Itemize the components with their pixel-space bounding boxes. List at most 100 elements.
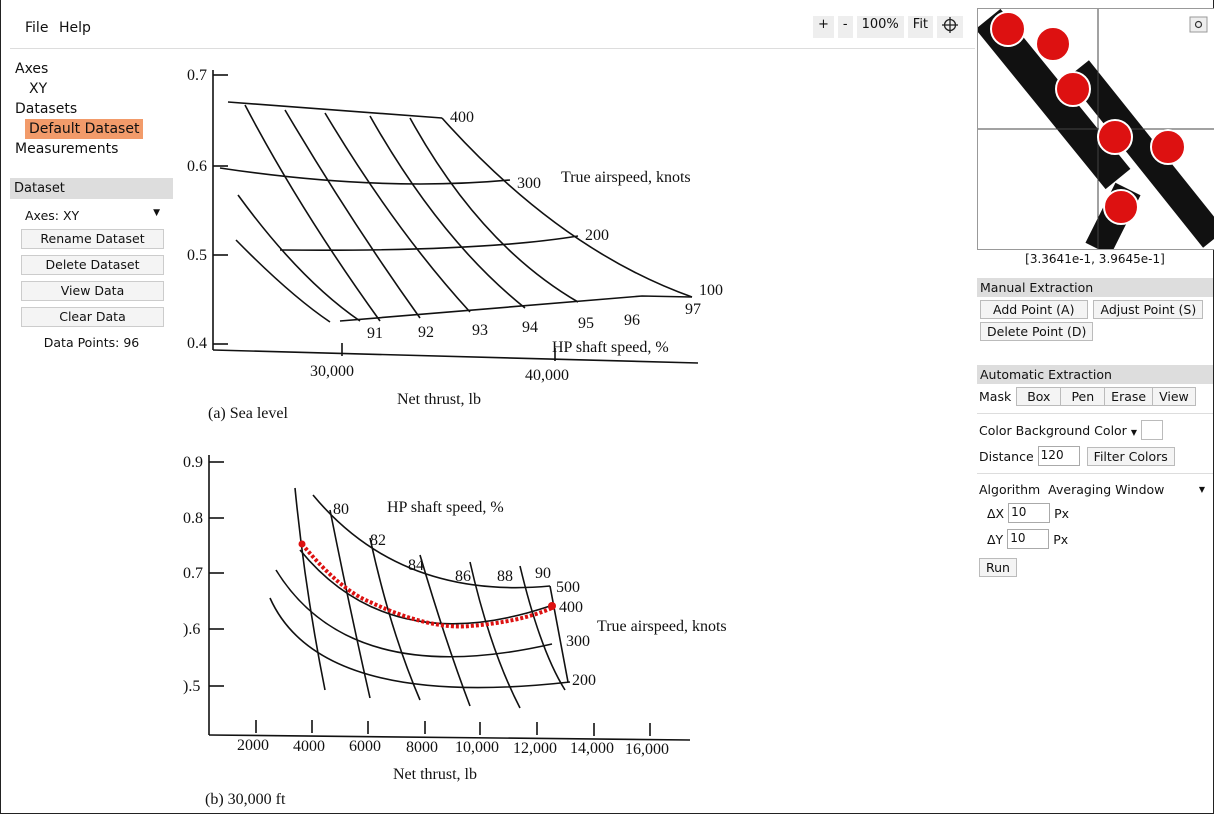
dx-unit: Px: [1054, 505, 1070, 521]
fig-b-speed-label: 400: [559, 599, 583, 616]
fig-b-xtick: 10,000: [455, 739, 499, 756]
fig-b-speed-label: 200: [572, 672, 596, 689]
color-swatch[interactable]: [1140, 420, 1163, 440]
mask-label: Mask: [979, 389, 1012, 404]
dataset-panel: Dataset Axes: XY ▼ Rename Dataset Delete…: [10, 178, 173, 350]
menubar: File Help: [10, 0, 975, 49]
manual-extraction-header: Manual Extraction: [977, 278, 1213, 297]
fig-a-speed-label: 400: [450, 109, 474, 126]
fig-a-ytick: 0.5: [187, 247, 207, 264]
zoom-fit-button[interactable]: Fit: [907, 16, 934, 38]
tree-panel: Axes XY Datasets Default Dataset Measure…: [15, 59, 175, 159]
chevron-down-icon: ▼: [1130, 427, 1137, 437]
fig-b-xtick: 12,000: [513, 740, 557, 757]
mask-pen-button[interactable]: Pen: [1060, 387, 1106, 406]
fig-b-ytick: 0.7: [183, 565, 203, 582]
tree-axes-xy[interactable]: XY: [29, 81, 48, 97]
color-mode-value: Background Color: [1015, 422, 1127, 438]
fig-a-xtick: 30,000: [310, 363, 354, 380]
fig-b-hp-label: 90: [535, 565, 551, 582]
fig-a-hp-label: 92: [418, 324, 434, 341]
fig-a-hp-label: 95: [578, 315, 594, 332]
zoom-toolbar: + - 100% Fit: [813, 16, 964, 38]
fig-b-hp-label: 88: [497, 568, 513, 585]
fig-a-speed-label: 200: [585, 227, 609, 244]
view-data-button[interactable]: View Data: [21, 281, 164, 301]
dy-label: ΔY: [987, 531, 1004, 547]
fig-b-ytick: 0.8: [183, 510, 203, 527]
color-label: Color: [979, 422, 1012, 438]
dx-input[interactable]: 10: [1008, 503, 1051, 523]
tree-axes[interactable]: Axes: [15, 61, 49, 77]
fig-b-speed-label: 300: [566, 633, 590, 650]
axes-select-value: XY: [62, 208, 80, 223]
fig-a-hp-label: 96: [624, 312, 640, 329]
mask-view-button[interactable]: View: [1152, 387, 1196, 406]
fig-a-ytick: 0.7: [187, 67, 207, 84]
fig-a-hp-label: 93: [472, 322, 488, 339]
fig-b-caption: (b) 30,000 ft: [205, 791, 286, 808]
fig-b-xtick: 4000: [293, 738, 325, 755]
axes-select-label: Axes:: [25, 208, 59, 223]
fig-a-hp-title: HP shaft speed, %: [552, 339, 669, 356]
fig-a-xlabel: Net thrust, lb: [397, 391, 481, 408]
dataset-panel-header: Dataset: [10, 178, 173, 199]
clear-data-button[interactable]: Clear Data: [21, 307, 164, 327]
chevron-down-icon: ▼: [153, 208, 160, 218]
distance-label: Distance: [979, 448, 1034, 464]
fig-b-ytick: 0.9: [183, 454, 203, 471]
zoom-out-button[interactable]: -: [837, 16, 853, 38]
fig-a-caption: (a) Sea level: [208, 405, 289, 422]
add-point-button[interactable]: Add Point (A): [980, 300, 1088, 319]
plot-canvas[interactable]: 0.7 0.6 0.5 0.4 30,000 40,000 400 300 20…: [180, 50, 975, 815]
fig-b-hp-label: 84: [408, 557, 424, 574]
magnifier-settings-icon[interactable]: [1190, 17, 1207, 32]
dx-label: ΔX: [987, 505, 1005, 521]
fig-b-series-label: True airspeed, knots: [597, 618, 727, 635]
auto-extraction-header: Automatic Extraction: [977, 365, 1213, 384]
fig-b-hp-title: HP shaft speed, %: [387, 499, 504, 516]
delete-point-button[interactable]: Delete Point (D): [980, 322, 1094, 341]
dy-unit: Px: [1053, 531, 1069, 547]
fig-b-hp-label: 86: [455, 568, 471, 585]
tree-datasets[interactable]: Datasets: [15, 101, 78, 117]
algorithm-select[interactable]: Averaging Window: [1048, 482, 1165, 497]
menu-help[interactable]: Help: [59, 20, 91, 36]
fig-a-series-label: True airspeed, knots: [561, 169, 691, 186]
fig-a-ytick: 0.6: [187, 158, 207, 175]
data-points-count: Data Points: 96: [43, 335, 140, 350]
algorithm-label: Algorithm: [979, 482, 1041, 497]
cursor-coordinates: [3.3641e-1, 3.9645e-1]: [1025, 252, 1165, 266]
zoom-level: 100%: [856, 16, 904, 38]
chevron-down-icon: ▼: [1198, 485, 1205, 494]
fig-a-hp-label: 94: [522, 319, 538, 336]
fig-b-xtick: 2000: [237, 737, 269, 754]
zoom-in-button[interactable]: +: [813, 16, 834, 38]
run-button[interactable]: Run: [979, 558, 1017, 577]
fig-b-ytick: ).6: [183, 621, 200, 638]
adjust-point-button[interactable]: Adjust Point (S): [1093, 300, 1204, 319]
fig-b-xlabel: Net thrust, lb: [393, 766, 477, 783]
tree-measurements[interactable]: Measurements: [15, 141, 119, 157]
color-mode-select[interactable]: Background Color ▼: [1016, 423, 1137, 438]
rename-dataset-button[interactable]: Rename Dataset: [21, 229, 164, 249]
fig-b-xtick: 6000: [349, 738, 381, 755]
distance-input[interactable]: 120: [1037, 446, 1080, 466]
fig-b-ytick: ).5: [183, 678, 200, 695]
mask-erase-button[interactable]: Erase: [1104, 387, 1154, 406]
fig-b-xtick: 16,000: [625, 741, 669, 758]
menu-file[interactable]: File: [25, 20, 49, 36]
mask-box-button[interactable]: Box: [1016, 387, 1062, 406]
fig-b-hp-label: 82: [370, 532, 386, 549]
delete-dataset-button[interactable]: Delete Dataset: [21, 255, 164, 275]
fig-a-speed-label: 100: [699, 282, 723, 299]
dy-input[interactable]: 10: [1007, 529, 1050, 549]
crosshair-icon[interactable]: [937, 16, 964, 38]
fig-a-hp-label: 91: [367, 325, 383, 342]
extraction-panel: Manual Extraction Add Point (A) Adjust P…: [977, 278, 1213, 577]
tree-default-dataset[interactable]: Default Dataset: [25, 119, 144, 139]
fig-b-hp-label: 80: [333, 501, 349, 518]
axes-select[interactable]: Axes: XY ▼: [25, 208, 160, 223]
filter-colors-button[interactable]: Filter Colors: [1086, 446, 1175, 466]
fig-b-speed-label: 500: [556, 579, 580, 596]
